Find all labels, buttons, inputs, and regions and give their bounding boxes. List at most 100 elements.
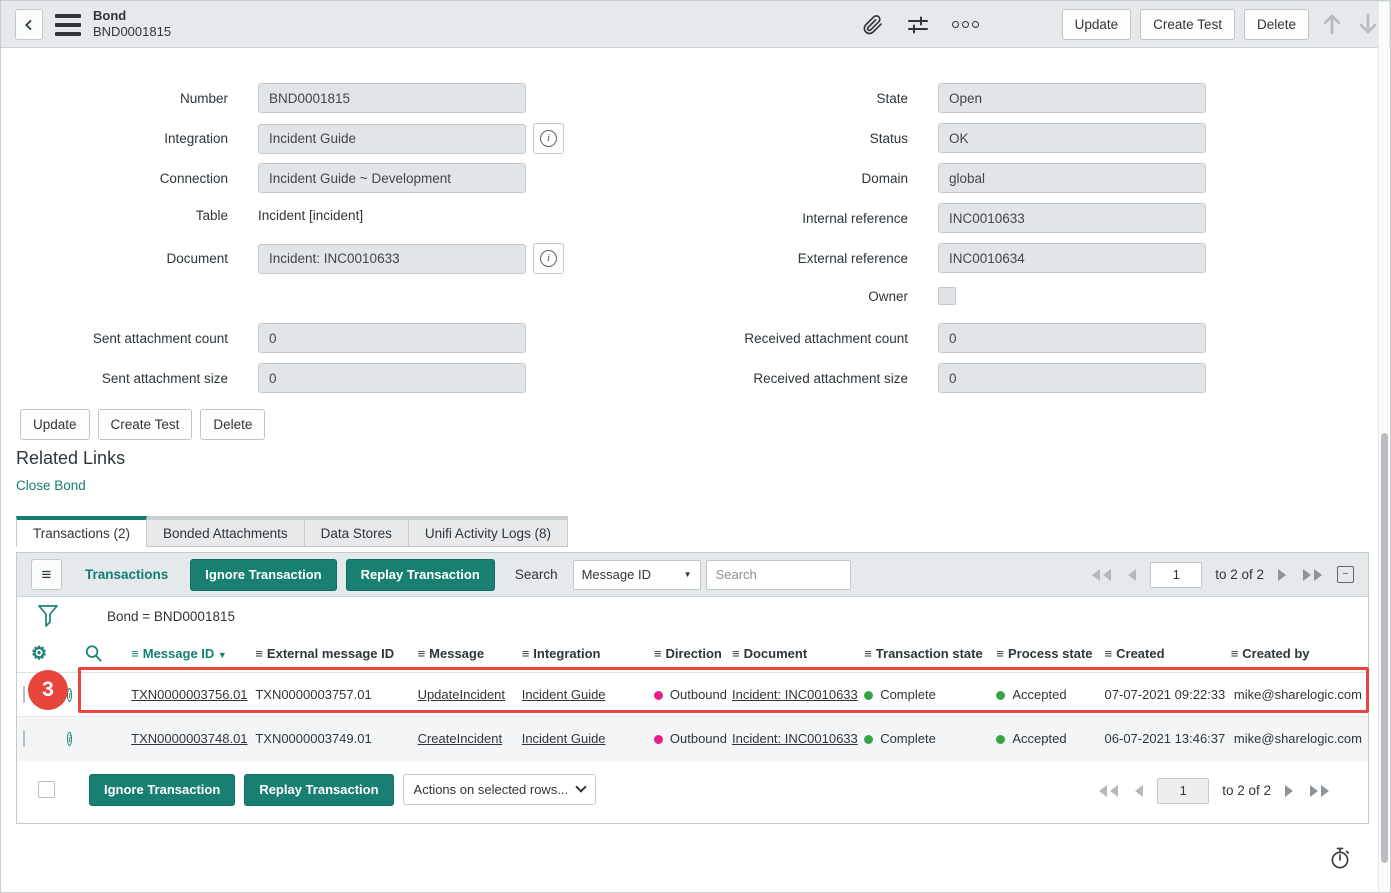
message-id-link[interactable]: TXN0000003756.01 (131, 687, 248, 702)
field-connection-label: Connection (159, 170, 228, 186)
column-header-external-message-id[interactable]: ≡ External message ID (249, 635, 412, 673)
page-scrollbar[interactable] (1378, 2, 1389, 892)
filter-condition[interactable]: Bond = BND0001815 (107, 608, 235, 624)
select-all-checkbox[interactable] (38, 780, 55, 798)
header-bar: Bond BND0001815 Update Create Test Delet… (1, 1, 1390, 48)
document-link[interactable]: Incident: INC0010633 (732, 687, 858, 702)
update-button[interactable]: Update (1061, 9, 1132, 40)
column-menu-icon: ≡ (521, 646, 530, 661)
field-received-attachment-size-input[interactable] (938, 363, 1206, 393)
next-page-icon[interactable] (1277, 568, 1288, 582)
message-id-link[interactable]: TXN0000003748.01 (131, 731, 248, 747)
field-integration-label: Integration (164, 131, 228, 146)
previous-page-icon[interactable] (1126, 568, 1137, 582)
list-search-input[interactable] (705, 559, 851, 590)
column-header-created-by[interactable]: ≡ Created by (1224, 635, 1368, 673)
field-connection-input[interactable] (258, 163, 526, 193)
field-document-input[interactable] (258, 243, 526, 274)
field-owner: Owner (1, 287, 956, 305)
field-sent-attachment-count-input[interactable] (258, 323, 526, 353)
field-domain-input[interactable] (938, 163, 1206, 193)
column-search-icon[interactable] (84, 644, 103, 663)
message-link[interactable]: CreateIncident (417, 731, 503, 747)
previous-record-icon[interactable] (1320, 9, 1344, 39)
tab-transactions[interactable]: Transactions (2) (16, 516, 148, 547)
field-internal-reference-input[interactable] (938, 203, 1206, 233)
transaction-state-cell: Complete (858, 716, 991, 761)
filter-funnel-icon[interactable] (37, 604, 59, 628)
row-checkbox[interactable] (23, 686, 25, 703)
row-info-icon[interactable]: i (67, 688, 73, 702)
owner-checkbox[interactable] (938, 287, 956, 305)
attachment-button[interactable] (862, 13, 884, 37)
replay-transaction-button[interactable]: Replay Transaction (345, 558, 495, 591)
list-menu-button[interactable]: ≡ (31, 559, 62, 590)
first-page-icon[interactable] (1090, 568, 1113, 582)
scrollbar-thumb[interactable] (1381, 433, 1388, 863)
external-message-id-cell: TXN0000003757.01 (255, 687, 372, 702)
actions-on-rows-select[interactable]: Actions on selected rows... (402, 773, 596, 805)
last-page-icon[interactable] (1301, 568, 1324, 582)
field-internal-reference: Internal reference (1, 203, 1206, 233)
integration-link[interactable]: Incident Guide (521, 731, 606, 747)
previous-page-icon[interactable] (1133, 784, 1144, 798)
field-sent-attachment-size: Sent attachment size (1, 363, 526, 393)
delete-button[interactable]: Delete (1243, 9, 1309, 40)
context-menu-icon[interactable] (55, 14, 81, 36)
ignore-transaction-button[interactable]: Ignore Transaction (190, 558, 337, 591)
form-delete-button[interactable]: Delete (200, 409, 266, 440)
back-button[interactable] (15, 9, 43, 40)
field-number-input[interactable] (258, 83, 526, 113)
personalize-form-button[interactable] (906, 13, 930, 37)
column-header-created[interactable]: ≡ Created (1098, 635, 1225, 673)
collapse-list-icon[interactable]: − (1337, 566, 1354, 583)
message-link[interactable]: UpdateIncident (417, 687, 506, 702)
more-options-button[interactable] (952, 21, 979, 28)
first-page-icon[interactable] (1097, 784, 1120, 798)
create-test-button[interactable]: Create Test (1140, 9, 1235, 40)
field-state-input[interactable] (938, 83, 1206, 113)
field-received-attachment-count-label: Received attachment count (744, 330, 908, 346)
table-header-row: ⚙ ≡ Message ID ▼ ≡ External message ID ≡ Me… (17, 635, 1368, 673)
column-header-message[interactable]: ≡ Message (411, 635, 516, 673)
document-link[interactable]: Incident: INC0010633 (732, 731, 858, 747)
column-header-document[interactable]: ≡ Document (726, 635, 859, 673)
next-page-icon[interactable] (1284, 784, 1295, 798)
column-header-transaction-state[interactable]: ≡ Transaction state (858, 635, 991, 673)
row-info-icon[interactable]: i (67, 732, 73, 747)
tab-unifi-activity-logs[interactable]: Unifi Activity Logs (8) (408, 516, 568, 547)
column-header-integration[interactable]: ≡ Integration (515, 635, 648, 673)
tab-data-stores[interactable]: Data Stores (304, 516, 409, 547)
direction-dot-icon (653, 691, 663, 701)
page-number-input[interactable] (1150, 561, 1203, 588)
tab-bonded-attachments[interactable]: Bonded Attachments (147, 516, 305, 547)
field-received-attachment-count-input[interactable] (938, 323, 1206, 353)
footer-ignore-transaction-button[interactable]: Ignore Transaction (89, 773, 236, 806)
field-sent-attachment-count-label: Sent attachment count (92, 330, 228, 346)
integration-link[interactable]: Incident Guide (521, 687, 606, 702)
column-header-message-id[interactable]: ≡ Message ID ▼ (125, 635, 250, 673)
footer-replay-transaction-button[interactable]: Replay Transaction (244, 773, 394, 806)
next-record-icon[interactable] (1356, 9, 1380, 39)
form-update-button[interactable]: Update (20, 409, 90, 440)
row-checkbox[interactable] (23, 730, 25, 748)
integration-reference-button[interactable]: i (533, 123, 564, 154)
column-header-direction[interactable]: ≡ Direction (647, 635, 726, 673)
form-create-test-button[interactable]: Create Test (97, 409, 193, 440)
field-integration-input[interactable] (258, 123, 526, 154)
field-status-input[interactable] (938, 123, 1206, 153)
record-number: BND0001815 (93, 24, 172, 39)
list-personalize-gear-icon[interactable]: ⚙ (30, 643, 48, 663)
list-title-link[interactable]: Transactions (85, 567, 169, 582)
last-page-icon[interactable] (1308, 784, 1331, 798)
page-number-input[interactable] (1157, 777, 1210, 804)
created-cell: 06-07-2021 13:46:37 (1098, 716, 1225, 761)
field-external-reference-input[interactable] (938, 243, 1206, 273)
search-field-select[interactable]: Message ID ▼ (572, 559, 701, 590)
field-sent-attachment-size-input[interactable] (258, 363, 526, 393)
field-status: Status (1, 123, 1206, 153)
column-header-process-state[interactable]: ≡ Process state (990, 635, 1099, 673)
close-bond-link[interactable]: Close Bond (16, 478, 86, 493)
response-time-button[interactable] (1328, 846, 1352, 876)
document-reference-button[interactable]: i (533, 243, 564, 274)
